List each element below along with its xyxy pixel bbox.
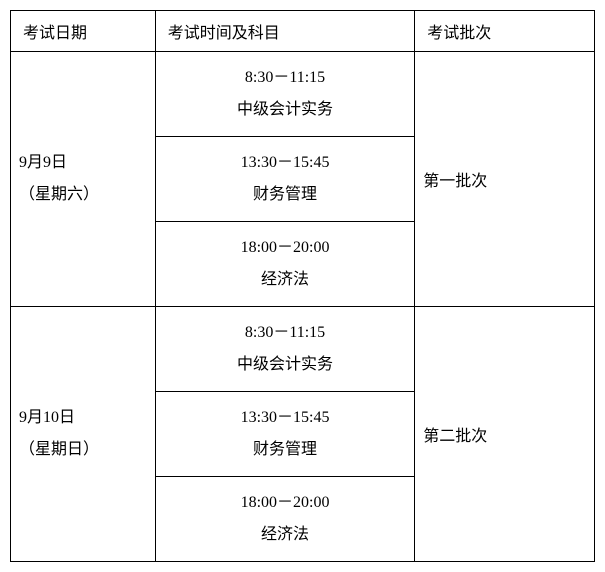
time-subject-cell: 13:30－15:45 财务管理 <box>155 137 415 222</box>
session-subject: 中级会计实务 <box>237 356 333 373</box>
date-cell: 9月9日 （星期六） <box>11 52 156 307</box>
session-time: 18:00－20:00 <box>241 239 330 256</box>
time-subject-cell: 8:30－11:15 中级会计实务 <box>155 52 415 137</box>
exam-schedule-table: 考试日期 考试时间及科目 考试批次 9月9日 （星期六） 8:30－11:15 … <box>10 10 595 562</box>
header-time-subject: 考试时间及科目 <box>155 11 415 52</box>
date-line2: （星期日） <box>19 441 99 458</box>
session-time: 13:30－15:45 <box>241 409 330 426</box>
header-date: 考试日期 <box>11 11 156 52</box>
time-subject-cell: 13:30－15:45 财务管理 <box>155 392 415 477</box>
session-subject: 财务管理 <box>253 441 317 458</box>
session-subject: 经济法 <box>261 526 309 543</box>
date-line1: 9月10日 <box>19 409 75 426</box>
session-subject: 财务管理 <box>253 186 317 203</box>
table-row: 9月10日 （星期日） 8:30－11:15 中级会计实务 第二批次 <box>11 307 595 392</box>
session-time: 13:30－15:45 <box>241 154 330 171</box>
session-subject: 中级会计实务 <box>237 101 333 118</box>
date-line2: （星期六） <box>19 186 99 203</box>
time-subject-cell: 8:30－11:15 中级会计实务 <box>155 307 415 392</box>
time-subject-cell: 18:00－20:00 经济法 <box>155 477 415 562</box>
header-batch: 考试批次 <box>415 11 595 52</box>
session-subject: 经济法 <box>261 271 309 288</box>
date-cell: 9月10日 （星期日） <box>11 307 156 562</box>
session-time: 8:30－11:15 <box>245 324 325 341</box>
table-header-row: 考试日期 考试时间及科目 考试批次 <box>11 11 595 52</box>
table-row: 9月9日 （星期六） 8:30－11:15 中级会计实务 第一批次 <box>11 52 595 137</box>
session-time: 8:30－11:15 <box>245 69 325 86</box>
batch-cell: 第二批次 <box>415 307 595 562</box>
date-line1: 9月9日 <box>19 154 67 171</box>
time-subject-cell: 18:00－20:00 经济法 <box>155 222 415 307</box>
batch-cell: 第一批次 <box>415 52 595 307</box>
session-time: 18:00－20:00 <box>241 494 330 511</box>
